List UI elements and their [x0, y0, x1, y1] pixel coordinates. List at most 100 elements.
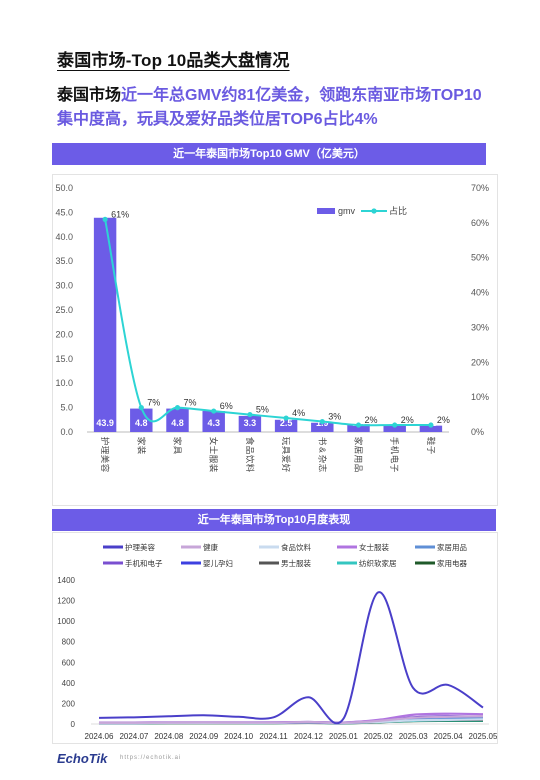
x-tick-label-char: 电 — [390, 455, 400, 464]
share-point — [138, 405, 144, 411]
headline-rest: 近一年总GMV约81亿美金，领跑东南亚市场TOP10集中度高，玩具及爱好品类位居… — [57, 87, 482, 128]
x-tick-label-group: 书& 杂志 — [317, 437, 327, 473]
footer-logo: EchoTik — [57, 751, 108, 766]
y-tick-label: 1000 — [57, 617, 75, 626]
x-tick-label: 2025.04 — [434, 732, 463, 741]
gmv-bar — [347, 424, 370, 432]
x-tick-label-char: 杂 — [317, 455, 327, 464]
gmv-chart-header: 近一年泰国市场Top10 GMV（亿美元） — [52, 143, 486, 165]
x-tick-label-char: 家 — [354, 437, 364, 446]
legend-label: 男士服装 — [281, 558, 311, 568]
x-tick-label: 2024.09 — [189, 732, 218, 741]
gmv-bar — [419, 425, 443, 432]
x-tick-label-char: 用 — [354, 455, 364, 464]
gmv-bar-value-label: 4.8 — [171, 418, 184, 428]
x-tick-label-char: 士 — [209, 446, 219, 455]
legend-label: 婴儿孕妇 — [203, 558, 233, 568]
x-tick-label-char: 服 — [209, 455, 219, 464]
x-tick-label-char: 装 — [209, 464, 219, 473]
share-value-label: 2% — [365, 415, 378, 425]
y-tick-label: 200 — [62, 699, 76, 708]
y-tick-label: 45.0 — [55, 207, 73, 217]
x-tick-label-group: 家装 — [136, 437, 146, 455]
x-tick-label: 2025.03 — [399, 732, 428, 741]
legend-label: 家用电器 — [437, 558, 467, 568]
x-tick-label-char: 子 — [390, 464, 400, 473]
x-tick-label-char: 饮 — [245, 455, 255, 464]
share-value-label: 2% — [437, 415, 450, 425]
y2-tick-label: 70% — [471, 183, 489, 193]
share-value-label: 61% — [111, 209, 129, 219]
x-tick-label: 2024.07 — [119, 732, 148, 741]
share-line — [104, 219, 431, 427]
x-tick-label-char: 书 — [317, 437, 327, 446]
x-tick-label-char: 品 — [354, 464, 364, 473]
y-tick-label: 50.0 — [55, 183, 73, 193]
share-value-label: 2% — [401, 415, 414, 425]
y2-tick-label: 30% — [471, 322, 489, 332]
y-tick-label: 35.0 — [55, 256, 73, 266]
y2-tick-label: 20% — [471, 357, 489, 367]
x-tick-label: 2025.01 — [329, 732, 358, 741]
x-tick-label-char: 子 — [426, 446, 436, 455]
x-tick-label-char: 具 — [281, 446, 291, 455]
gmv-bar — [93, 217, 117, 432]
x-tick-label: 2025.02 — [364, 732, 393, 741]
legend-label: 女士服装 — [359, 542, 389, 552]
legend-label: 家居用品 — [437, 542, 467, 552]
share-point — [428, 422, 434, 428]
x-tick-label-group: 护理美容 — [100, 437, 110, 473]
x-tick-label-char: 女 — [209, 437, 219, 446]
y-tick-label: 10.0 — [55, 378, 73, 388]
legend-label-gmv: gmv — [338, 206, 356, 216]
x-tick-label-char: 装 — [136, 446, 146, 455]
y-tick-label: 400 — [62, 679, 76, 688]
gmv-bar-value-label: 4.3 — [207, 418, 220, 428]
gmv-bar — [202, 411, 225, 432]
y-tick-label: 1400 — [57, 576, 75, 585]
x-tick-label-char: 食 — [245, 437, 255, 446]
x-tick-label-char: 爱 — [281, 455, 291, 464]
series-line — [98, 591, 484, 725]
legend-label: 手机和电子 — [125, 558, 163, 568]
x-tick-label-char: 机 — [390, 446, 400, 455]
gmv-bar — [130, 408, 153, 432]
x-tick-label-char: 具 — [173, 446, 183, 455]
monthly-chart-frame: 护理美容 健康 食品饮料 女士服装 家居用品 手机和电子 婴儿孕妇 男士服装 纺织软家居 家用电器… — [52, 532, 498, 744]
y2-tick-label: 40% — [471, 288, 489, 298]
share-value-label: 7% — [184, 398, 197, 408]
legend-swatch-gmv — [317, 208, 335, 214]
y-tick-label: 30.0 — [55, 281, 73, 291]
y-tick-label: 1200 — [57, 597, 75, 606]
share-point — [319, 418, 325, 425]
series-line — [98, 715, 484, 724]
x-tick-label-char: 品 — [245, 446, 255, 455]
gmv-bar-value-label: 4.8 — [135, 418, 148, 428]
share-point — [392, 422, 398, 428]
x-tick-label-char: 好 — [281, 464, 291, 473]
share-point — [283, 415, 289, 421]
gmv-chart-frame: 0.0 5.0 10.0 15.0 20.0 25.0 30.0 35.0 40.0 45.0 50… — [52, 174, 498, 506]
x-tick-label-group: 女士服装 — [209, 437, 219, 473]
y-tick-label: 0 — [71, 720, 76, 729]
x-tick-label-char: 志 — [317, 464, 327, 473]
legend-label: 食品饮料 — [281, 542, 311, 552]
x-tick-label-group: 家具 — [173, 437, 183, 455]
x-tick-label-group: 食品饮料 — [245, 437, 255, 473]
gmv-bar-value-label: 3.3 — [244, 418, 257, 428]
share-value-label: 5% — [256, 405, 269, 415]
x-tick-label: 2024.10 — [224, 732, 253, 741]
y-tick-label: 15.0 — [55, 354, 73, 364]
y-tick-label: 25.0 — [55, 305, 73, 315]
page-title: 泰国市场-Top 10品类大盘情况 — [57, 51, 290, 70]
gmv-bar — [311, 422, 334, 432]
x-tick-label: 2024.11 — [259, 732, 288, 741]
gmv-bar-line-chart: 0.0 5.0 10.0 15.0 20.0 25.0 30.0 35.0 40.0 45.0 50… — [55, 183, 489, 473]
x-tick-label-char: 理 — [100, 446, 110, 455]
share-point — [102, 216, 108, 222]
gmv-bar — [274, 419, 298, 432]
legend-swatch-share-dot — [371, 208, 377, 214]
gmv-bar — [383, 425, 406, 432]
share-value-label: 3% — [328, 412, 341, 422]
